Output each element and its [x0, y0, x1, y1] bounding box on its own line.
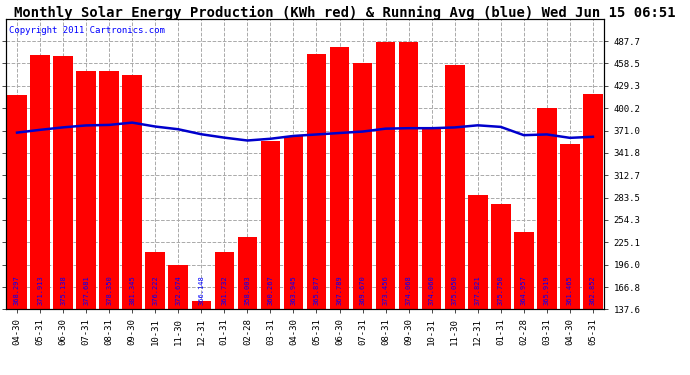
Bar [399, 42, 418, 375]
Bar [284, 136, 303, 375]
Bar [30, 56, 50, 375]
Text: 368.297: 368.297 [14, 276, 20, 305]
Text: 371.913: 371.913 [37, 276, 43, 305]
Text: 375.050: 375.050 [452, 276, 457, 305]
Text: 364.957: 364.957 [521, 276, 527, 305]
Bar [353, 63, 373, 375]
Bar [376, 42, 395, 375]
Text: 377.681: 377.681 [83, 276, 89, 305]
Text: 381.345: 381.345 [129, 276, 135, 305]
Bar [422, 128, 442, 375]
Bar [491, 204, 511, 375]
Bar [122, 75, 142, 375]
Text: 365.877: 365.877 [313, 276, 319, 305]
Text: 374.068: 374.068 [406, 276, 412, 305]
Text: 374.060: 374.060 [428, 276, 435, 305]
Bar [237, 237, 257, 375]
Bar [307, 54, 326, 375]
Text: 375.750: 375.750 [497, 276, 504, 305]
Bar [53, 56, 73, 375]
Bar [537, 108, 557, 375]
Text: 367.789: 367.789 [337, 276, 342, 305]
Bar [77, 71, 96, 375]
Text: 377.821: 377.821 [475, 276, 481, 305]
Text: 372.674: 372.674 [175, 276, 181, 305]
Text: 360.267: 360.267 [268, 276, 273, 305]
Text: 358.003: 358.003 [244, 276, 250, 305]
Bar [330, 47, 349, 375]
Text: 375.138: 375.138 [60, 276, 66, 305]
Bar [168, 266, 188, 375]
Text: Copyright 2011 Cartronics.com: Copyright 2011 Cartronics.com [8, 26, 164, 35]
Bar [146, 252, 165, 375]
Bar [445, 65, 464, 375]
Text: 362.852: 362.852 [590, 276, 596, 305]
Bar [99, 71, 119, 375]
Text: Monthly Solar Energy Production (KWh red) & Running Avg (blue) Wed Jun 15 06:51: Monthly Solar Energy Production (KWh red… [14, 6, 676, 20]
Bar [261, 141, 280, 375]
Text: 378.350: 378.350 [106, 276, 112, 305]
Text: 361.465: 361.465 [567, 276, 573, 305]
Text: 369.670: 369.670 [359, 276, 366, 305]
Bar [514, 232, 533, 375]
Text: 376.222: 376.222 [152, 276, 158, 305]
Bar [560, 144, 580, 375]
Text: 363.945: 363.945 [290, 276, 297, 305]
Bar [583, 94, 602, 375]
Text: 365.919: 365.919 [544, 276, 550, 305]
Text: 361.732: 361.732 [221, 276, 228, 305]
Text: 373.456: 373.456 [382, 276, 388, 305]
Bar [215, 252, 234, 375]
Bar [192, 302, 211, 375]
Text: 366.148: 366.148 [198, 276, 204, 305]
Bar [468, 195, 488, 375]
Bar [8, 94, 27, 375]
